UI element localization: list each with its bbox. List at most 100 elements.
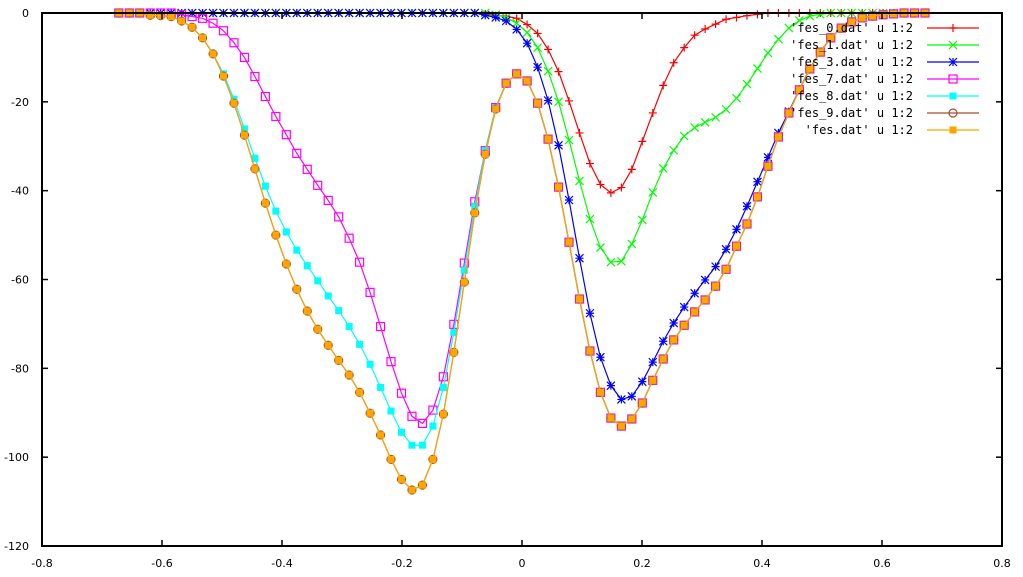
data-point-cross <box>616 256 626 266</box>
data-point-filled-square <box>513 70 521 78</box>
x-tick-label: -0.8 <box>31 557 52 570</box>
data-point-filled-square <box>795 86 803 94</box>
data-point-filled-square <box>481 150 489 158</box>
data-point-open-circle <box>710 281 721 291</box>
data-point-filled-square <box>251 165 259 173</box>
data-point-filled-square <box>408 441 416 449</box>
data-point-filled-square <box>303 262 311 270</box>
data-point-filled-square <box>377 383 385 391</box>
data-point-cross <box>637 215 647 225</box>
data-point-filled-square <box>345 323 353 331</box>
data-point-open-circle <box>637 398 647 408</box>
data-point-cross <box>543 66 553 76</box>
data-point-open-circle <box>239 130 250 140</box>
data-point-open-circle <box>428 454 438 464</box>
data-point-filled-square <box>816 48 824 56</box>
legend-entry: 'fes_8.dat' u 1:2 <box>790 89 979 103</box>
data-point-filled-square <box>565 238 573 246</box>
data-point-plus <box>617 183 626 192</box>
legend-entry: 'fes_0.dat' u 1:2 <box>790 21 979 35</box>
data-point-filled-square <box>949 126 957 134</box>
data-point-open-circle <box>417 480 428 490</box>
data-point-open-circle <box>197 33 208 43</box>
data-point-filled-square <box>869 12 877 20</box>
data-point-filled-square <box>272 207 280 215</box>
data-point-filled-square <box>806 65 814 73</box>
data-point-open-circle <box>948 108 958 118</box>
data-point-filled-square <box>879 11 887 19</box>
data-point-star <box>700 275 710 285</box>
data-point-plus <box>669 58 678 67</box>
data-point-filled-square <box>586 347 594 355</box>
data-point-filled-square <box>638 399 646 407</box>
data-point-filled-square <box>680 321 688 329</box>
x-tick-label: -0.6 <box>151 557 172 570</box>
data-point-open-square <box>323 195 333 206</box>
data-point-star <box>564 195 574 205</box>
data-point-open-circle <box>648 375 658 385</box>
data-point-open-circle <box>250 164 260 174</box>
data-point-plus <box>565 96 574 105</box>
axes: -0.8 -0.6 -0.4 -0.2 0 0.2 0.4 0.6 0.8 0 -20 -40 -60 -… <box>4 7 1011 570</box>
data-point-open-circle <box>836 23 846 33</box>
data-point-star <box>512 25 522 34</box>
data-point-cross <box>753 64 762 73</box>
data-point-cross <box>700 117 710 127</box>
data-point-filled-square <box>314 277 322 285</box>
data-point-star <box>595 352 605 362</box>
data-point-filled-square <box>439 410 447 418</box>
data-point-cross <box>595 243 605 252</box>
data-point-filled-square <box>282 260 290 268</box>
data-point-open-circle <box>375 430 386 440</box>
data-point-star <box>658 336 668 346</box>
data-point-open-circle <box>721 264 731 274</box>
data-point-plus <box>722 15 731 24</box>
data-point-cross <box>627 239 637 249</box>
data-point-filled-square <box>157 12 165 20</box>
data-point-open-circle <box>271 230 281 240</box>
legend-entry: 'fes_7.dat' u 1:2 <box>790 72 979 86</box>
data-point-open-circle <box>690 307 700 317</box>
data-point-open-square <box>229 38 239 48</box>
data-point-open-circle <box>512 69 522 79</box>
data-point-filled-square <box>188 23 196 31</box>
data-point-filled-square <box>261 182 269 190</box>
data-point-filled-square <box>534 99 542 107</box>
data-point-cross <box>948 40 958 50</box>
data-point-cross <box>784 23 794 33</box>
y-tick-label: -60 <box>11 274 29 287</box>
data-point-open-circle <box>784 108 794 118</box>
data-point-filled-square <box>544 135 552 143</box>
legend-label: 'fes_8.dat' u 1:2 <box>790 89 913 103</box>
data-point-filled-square <box>471 202 479 210</box>
data-point-open-circle <box>553 182 564 192</box>
data-point-open-square <box>407 411 417 421</box>
data-point-filled-square <box>282 228 290 236</box>
data-point-filled-square <box>240 125 248 133</box>
data-point-filled-square <box>460 278 468 286</box>
data-point-filled-square <box>356 340 364 348</box>
data-point-filled-square <box>659 355 667 363</box>
data-point-filled-square <box>314 325 322 333</box>
data-point-filled-square <box>774 133 782 141</box>
data-point-plus <box>638 137 647 146</box>
x-tick-label: 0 <box>519 557 526 570</box>
data-point-open-circle <box>323 340 333 350</box>
data-point-filled-square <box>628 415 636 423</box>
data-point-star <box>533 62 543 72</box>
data-point-filled-square <box>293 285 301 293</box>
data-point-filled-square <box>377 431 385 439</box>
data-point-star <box>575 253 584 263</box>
data-point-open-circle <box>669 335 679 345</box>
data-point-open-circle <box>574 294 585 304</box>
data-point-filled-square <box>251 154 259 162</box>
data-point-open-square <box>313 180 323 190</box>
data-point-open-square <box>355 257 365 267</box>
data-point-filled-square <box>596 388 604 396</box>
data-point-open-circle <box>344 370 354 380</box>
data-point-filled-square <box>167 13 175 21</box>
data-point-open-square <box>344 233 354 243</box>
data-point-filled-square <box>324 292 332 300</box>
data-point-plus <box>680 43 689 52</box>
data-point-plus <box>753 10 762 19</box>
